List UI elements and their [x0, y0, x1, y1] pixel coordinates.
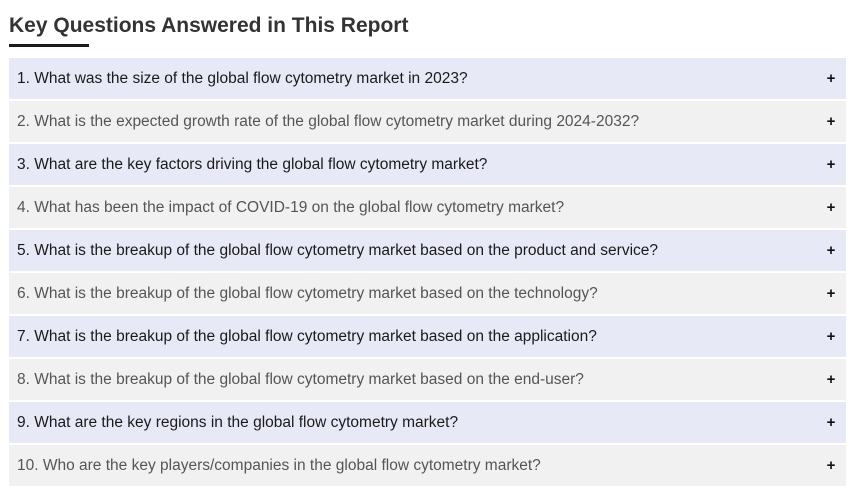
plus-icon[interactable]: + [826, 199, 836, 216]
faq-question: 2. What is the expected growth rate of t… [17, 112, 640, 130]
faq-item-9[interactable]: 9. What are the key regions in the globa… [9, 402, 846, 443]
faq-list: 1. What was the size of the global flow … [9, 58, 846, 486]
faq-item-10[interactable]: 10. Who are the key players/companies in… [9, 445, 846, 486]
faq-item-6[interactable]: 6. What is the breakup of the global flo… [9, 273, 846, 314]
faq-item-8[interactable]: 8. What is the breakup of the global flo… [9, 359, 846, 400]
faq-question: 8. What is the breakup of the global flo… [17, 370, 584, 388]
plus-icon[interactable]: + [826, 156, 836, 173]
faq-question: 10. Who are the key players/companies in… [17, 456, 541, 474]
faq-question: 4. What has been the impact of COVID-19 … [17, 198, 565, 216]
faq-item-7[interactable]: 7. What is the breakup of the global flo… [9, 316, 846, 357]
plus-icon[interactable]: + [826, 457, 836, 474]
plus-icon[interactable]: + [826, 70, 836, 87]
plus-icon[interactable]: + [826, 285, 836, 302]
faq-question: 3. What are the key factors driving the … [17, 155, 488, 173]
faq-question: 1. What was the size of the global flow … [17, 69, 468, 87]
faq-question: 6. What is the breakup of the global flo… [17, 284, 598, 302]
plus-icon[interactable]: + [826, 113, 836, 130]
faq-question: 7. What is the breakup of the global flo… [17, 327, 597, 345]
faq-question: 5. What is the breakup of the global flo… [17, 241, 659, 259]
faq-item-5[interactable]: 5. What is the breakup of the global flo… [9, 230, 846, 271]
faq-item-4[interactable]: 4. What has been the impact of COVID-19 … [9, 187, 846, 228]
faq-item-2[interactable]: 2. What is the expected growth rate of t… [9, 101, 846, 142]
section-title: Key Questions Answered in This Report [9, 14, 409, 37]
plus-icon[interactable]: + [826, 328, 836, 345]
faq-item-1[interactable]: 1. What was the size of the global flow … [9, 58, 846, 99]
faq-item-3[interactable]: 3. What are the key factors driving the … [9, 144, 846, 185]
plus-icon[interactable]: + [826, 371, 836, 388]
faq-question: 9. What are the key regions in the globa… [17, 413, 459, 431]
title-underline [9, 44, 89, 47]
plus-icon[interactable]: + [826, 242, 836, 259]
plus-icon[interactable]: + [826, 414, 836, 431]
